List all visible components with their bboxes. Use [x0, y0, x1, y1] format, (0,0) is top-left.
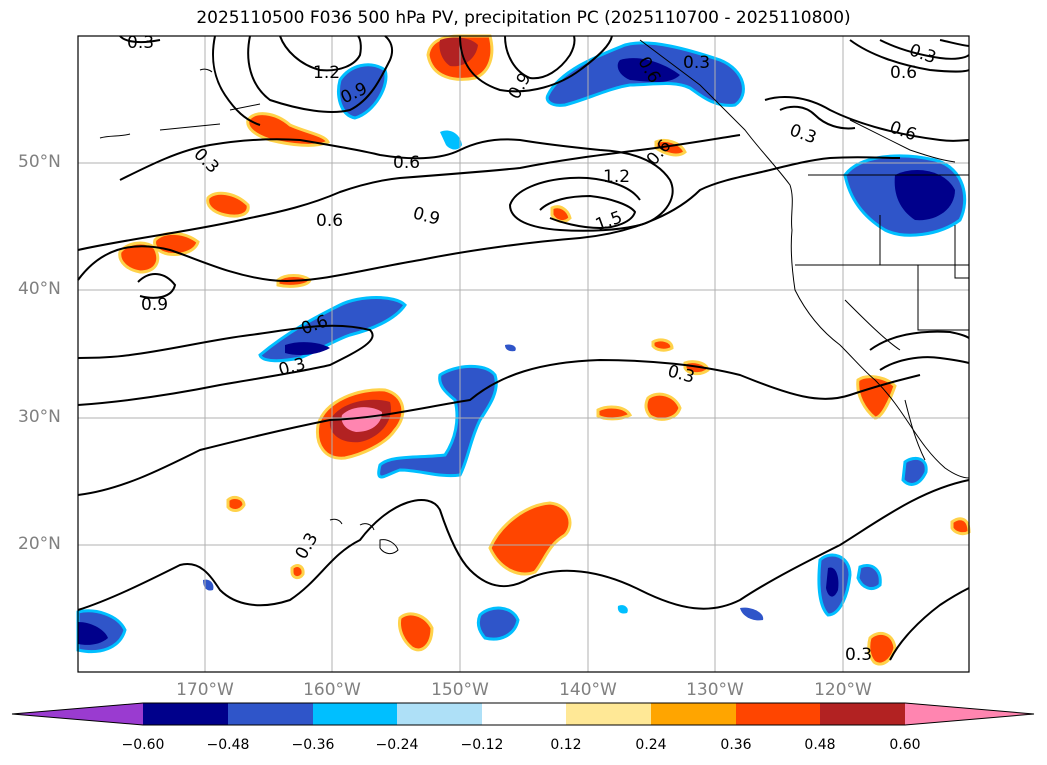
lat-label: 40°N	[18, 279, 61, 299]
gridlines	[78, 36, 969, 672]
precip-blob-south3	[226, 496, 246, 512]
precip-blob-nw1	[246, 112, 330, 147]
precip-blob-small3	[740, 607, 764, 621]
contour-label: 1.2	[313, 63, 340, 83]
contour-label: 0.6	[393, 153, 420, 173]
precip-blob-mexico2	[856, 564, 882, 590]
colorbar-tick: 0.60	[889, 737, 921, 753]
precip-blob-sw-core	[78, 622, 108, 645]
colorbar-swatch	[228, 703, 313, 725]
precip-blob-e1	[644, 392, 682, 421]
colorbar-swatch	[143, 703, 228, 725]
precip-blob-gulf-alaska-core	[617, 58, 680, 83]
colorbar-extend-high	[905, 703, 1034, 725]
colorbar-swatch	[566, 703, 651, 725]
precip-blob-nw2	[206, 191, 250, 218]
lat-label: 20°N	[18, 534, 61, 554]
colorbar-tick: −0.12	[460, 737, 504, 753]
chart-title: 2025110500 F036 500 hPa PV, precipitatio…	[196, 8, 851, 28]
colorbar-tick: 0.24	[635, 737, 667, 753]
precip-blob-central-pink	[341, 407, 382, 432]
pv-contours	[77, 35, 970, 661]
colorbar-extend-low	[12, 703, 143, 725]
colorbar-swatch	[736, 703, 820, 725]
precip-blob-south2	[867, 631, 897, 666]
precip-blob-e5	[550, 205, 572, 224]
colorbar	[11, 702, 1035, 726]
precip-blob-top-red	[439, 37, 478, 67]
precip-blob-mexico-core	[826, 567, 839, 597]
precip-shading	[76, 34, 971, 666]
contour-label: 0.3	[845, 645, 872, 665]
precip-blob-socal	[856, 375, 897, 420]
lat-label: 30°N	[18, 407, 61, 427]
colorbar-swatch	[482, 703, 566, 725]
precip-blob-tropical	[488, 501, 572, 576]
lon-label: 150°W	[431, 680, 489, 700]
contour-label: 0.9	[141, 295, 168, 315]
coastlines	[99, 39, 970, 555]
precip-blob-small1	[440, 130, 462, 150]
colorbar-tick: −0.60	[121, 737, 165, 753]
lon-label: 170°W	[176, 680, 234, 700]
precip-blob-e6	[654, 138, 687, 157]
contour-label: 1.2	[603, 167, 630, 187]
precip-blob-e2	[596, 405, 633, 421]
contour-label: 0.3	[683, 53, 710, 73]
lon-label: 120°W	[814, 680, 872, 700]
precip-blob-south	[476, 606, 520, 641]
precip-blob-e4	[651, 338, 674, 352]
precip-blob-small5	[505, 344, 516, 352]
colorbar-tick: −0.24	[375, 737, 419, 753]
precip-blob-small4	[617, 605, 628, 614]
precip-blob-subtropical	[377, 364, 498, 479]
colorbar-tick: 0.48	[804, 737, 836, 753]
contour-label: 0.6	[890, 63, 917, 83]
colorbar-tick: 0.12	[550, 737, 582, 753]
precip-blob-east-edge	[950, 517, 971, 536]
lon-label: 130°W	[686, 680, 744, 700]
colorbar-swatch	[397, 703, 482, 725]
colorbar-swatch	[651, 703, 736, 725]
precip-blob-south4	[290, 564, 305, 580]
map-frame	[77, 35, 970, 673]
precip-blob-nw3	[118, 241, 160, 274]
contour-label: 0.6	[316, 211, 343, 231]
lon-label: 160°W	[303, 680, 361, 700]
colorbar-tick: 0.36	[720, 737, 752, 753]
contour-label: 0.3	[127, 33, 154, 53]
precip-blob-south1	[398, 612, 434, 652]
lat-label: 50°N	[18, 152, 61, 172]
colorbar-swatch	[820, 703, 905, 725]
precip-blob-baja	[901, 456, 928, 486]
colorbar-tick: −0.48	[206, 737, 250, 753]
lon-label: 140°W	[559, 680, 617, 700]
colorbar-tick: −0.36	[291, 737, 335, 753]
precip-blob-north-pacific-core	[285, 342, 330, 356]
colorbar-swatch	[313, 703, 397, 725]
precip-blob-pnw-core	[894, 170, 955, 221]
precip-blob-small2	[203, 579, 214, 591]
precip-blob-aleutian	[337, 63, 388, 120]
